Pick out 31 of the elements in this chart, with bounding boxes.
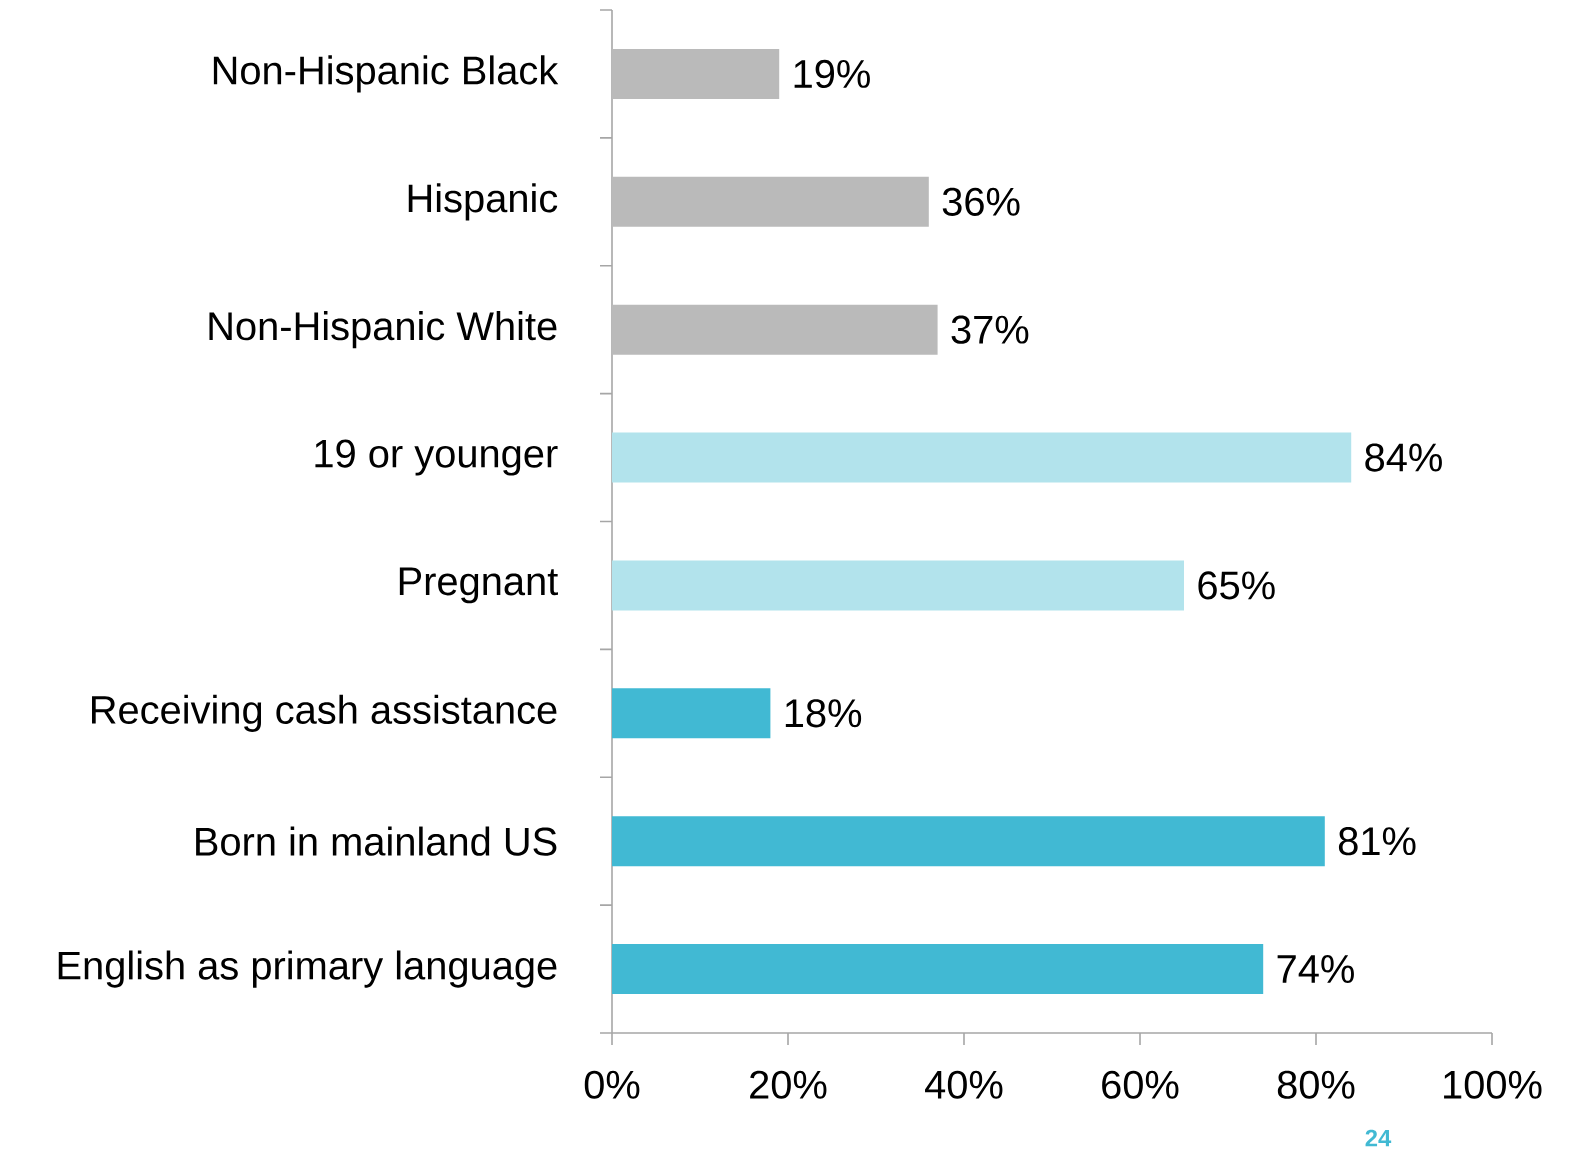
x-tick-label: 80% [1277,1070,1355,1100]
bar [612,688,771,739]
bar [612,432,1352,483]
y-tick-label: Born in mainland US [196,826,557,856]
y-tick-label: Non-Hispanic White [209,311,557,349]
data-label: 36% [942,187,1020,217]
data-label: 19% [794,60,870,89]
x-tick-label: 60% [1102,1070,1179,1100]
y-tick-label: 19 or younger [315,439,558,476]
y-tick-label: Receiving cash assistance [92,694,557,733]
data-label: 84% [1365,443,1442,472]
y-tick-label: English as primary language [58,950,557,988]
y-tick-label: Non-Hispanic Black [213,55,559,93]
data-label: 37% [951,315,1029,344]
x-tick-label: 0% [584,1070,640,1100]
bar [612,944,1264,995]
bar [612,304,938,355]
x-tick-label: 100% [1444,1070,1542,1100]
data-label: 18% [785,699,862,728]
x-tick-label: 40% [925,1070,1003,1100]
data-label: 74% [1277,955,1354,984]
bar [612,816,1325,867]
data-label: 81% [1338,827,1416,856]
text: 24 [1365,1129,1392,1147]
y-tick-label: Hispanic [408,183,558,221]
x-tick-label: 20% [750,1070,827,1100]
bar [612,560,1184,611]
y-tick-label: Pregnant [399,567,558,604]
data-label: 65% [1198,571,1275,600]
bar [612,49,780,100]
bar [612,176,929,227]
